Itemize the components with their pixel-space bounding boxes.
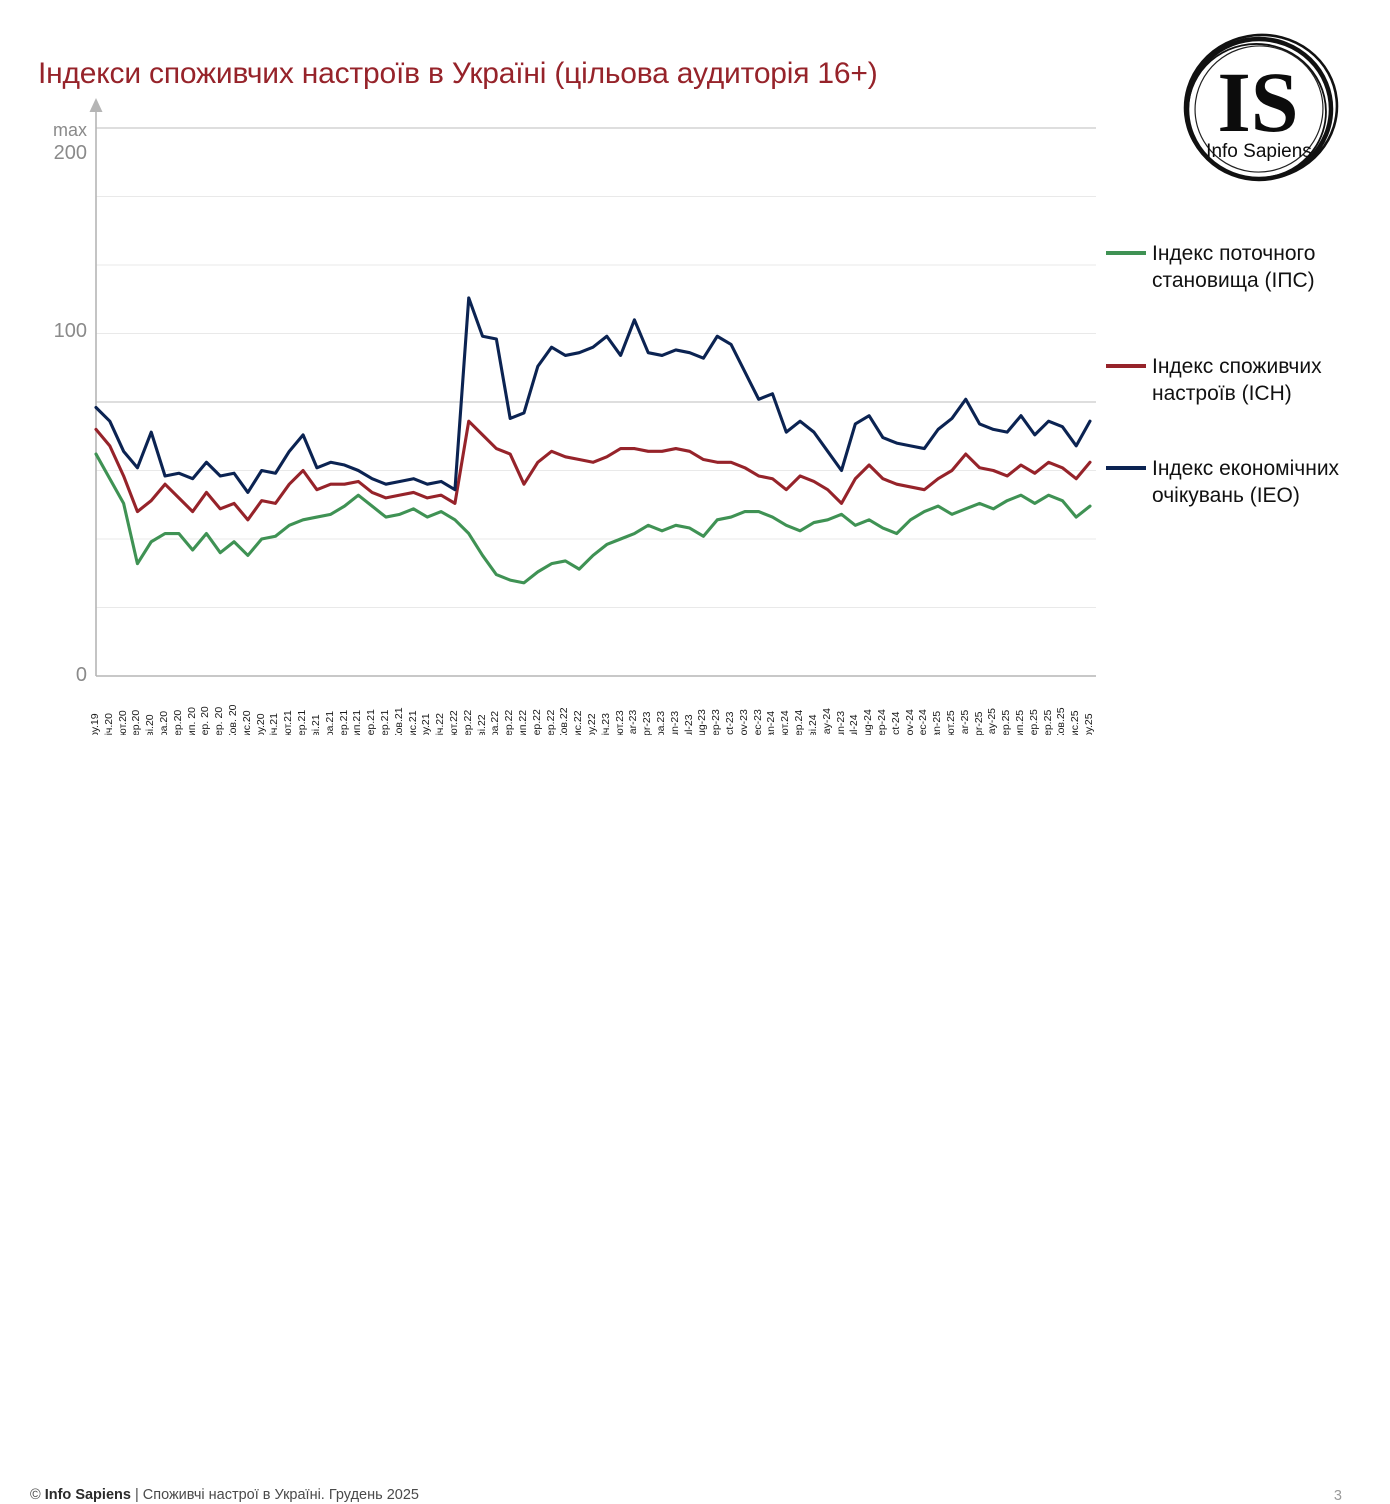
y-axis-arrow-icon [89, 98, 103, 112]
logo-name: Info Sapiens [1206, 141, 1312, 162]
y-axis-tick-0: 0 [75, 664, 87, 686]
legend-swatch-isn [1106, 364, 1146, 368]
y-axis-tick-100: 100 [53, 320, 87, 342]
legend-label-ips: Індекс поточного становища (ІПС) [1152, 242, 1316, 292]
footer-brand: Info Sapiens [44, 1487, 131, 1503]
footer-credit: © Info Sapiens | Споживчі настрої в Укра… [30, 1487, 419, 1503]
legend-label-ieo: Індекс економічних очікувань (ІЕО) [1152, 457, 1340, 507]
footer: © Info Sapiens | Споживчі настрої в Укра… [0, 735, 1390, 1504]
logo-monogram: IS [1217, 54, 1298, 150]
series-line-ieo [94, 296, 1092, 494]
legend-label-isn: Індекс споживчих настроїв (ІСН) [1152, 355, 1322, 405]
legend-item-ieo[interactable]: Індекс економічних очікувань (ІЕО) [1106, 455, 1374, 509]
footer-description: | Споживчі настрої в Україні. Грудень 20… [130, 1487, 419, 1503]
series-line-ips [94, 452, 1092, 585]
legend-item-isn[interactable]: Індекс споживчих настроїв (ІСН) [1106, 353, 1374, 407]
series-line-isn [94, 419, 1092, 522]
page-title: Індекси споживчих настроїв в Україні (ці… [38, 57, 878, 90]
legend-swatch-ips [1106, 251, 1146, 255]
legend-item-ips[interactable]: Індекс поточного становища (ІПС) [1106, 240, 1374, 294]
footer-copyright: © [30, 1487, 45, 1503]
line-chart-plot-area [89, 98, 1096, 677]
page-number: 3 [1333, 1488, 1342, 1504]
y-axis-max-label: max [52, 120, 87, 140]
legend-swatch-ieo [1106, 466, 1146, 470]
x-axis-labels: Гру.19 Січ.20 Лют.20 Бер.20 Кві.20 Тра.20 Чер.… [89, 681, 1096, 743]
info-sapiens-logo: IS Info Sapiens [1176, 28, 1342, 190]
y-axis-tick-200: 200 [53, 142, 87, 164]
